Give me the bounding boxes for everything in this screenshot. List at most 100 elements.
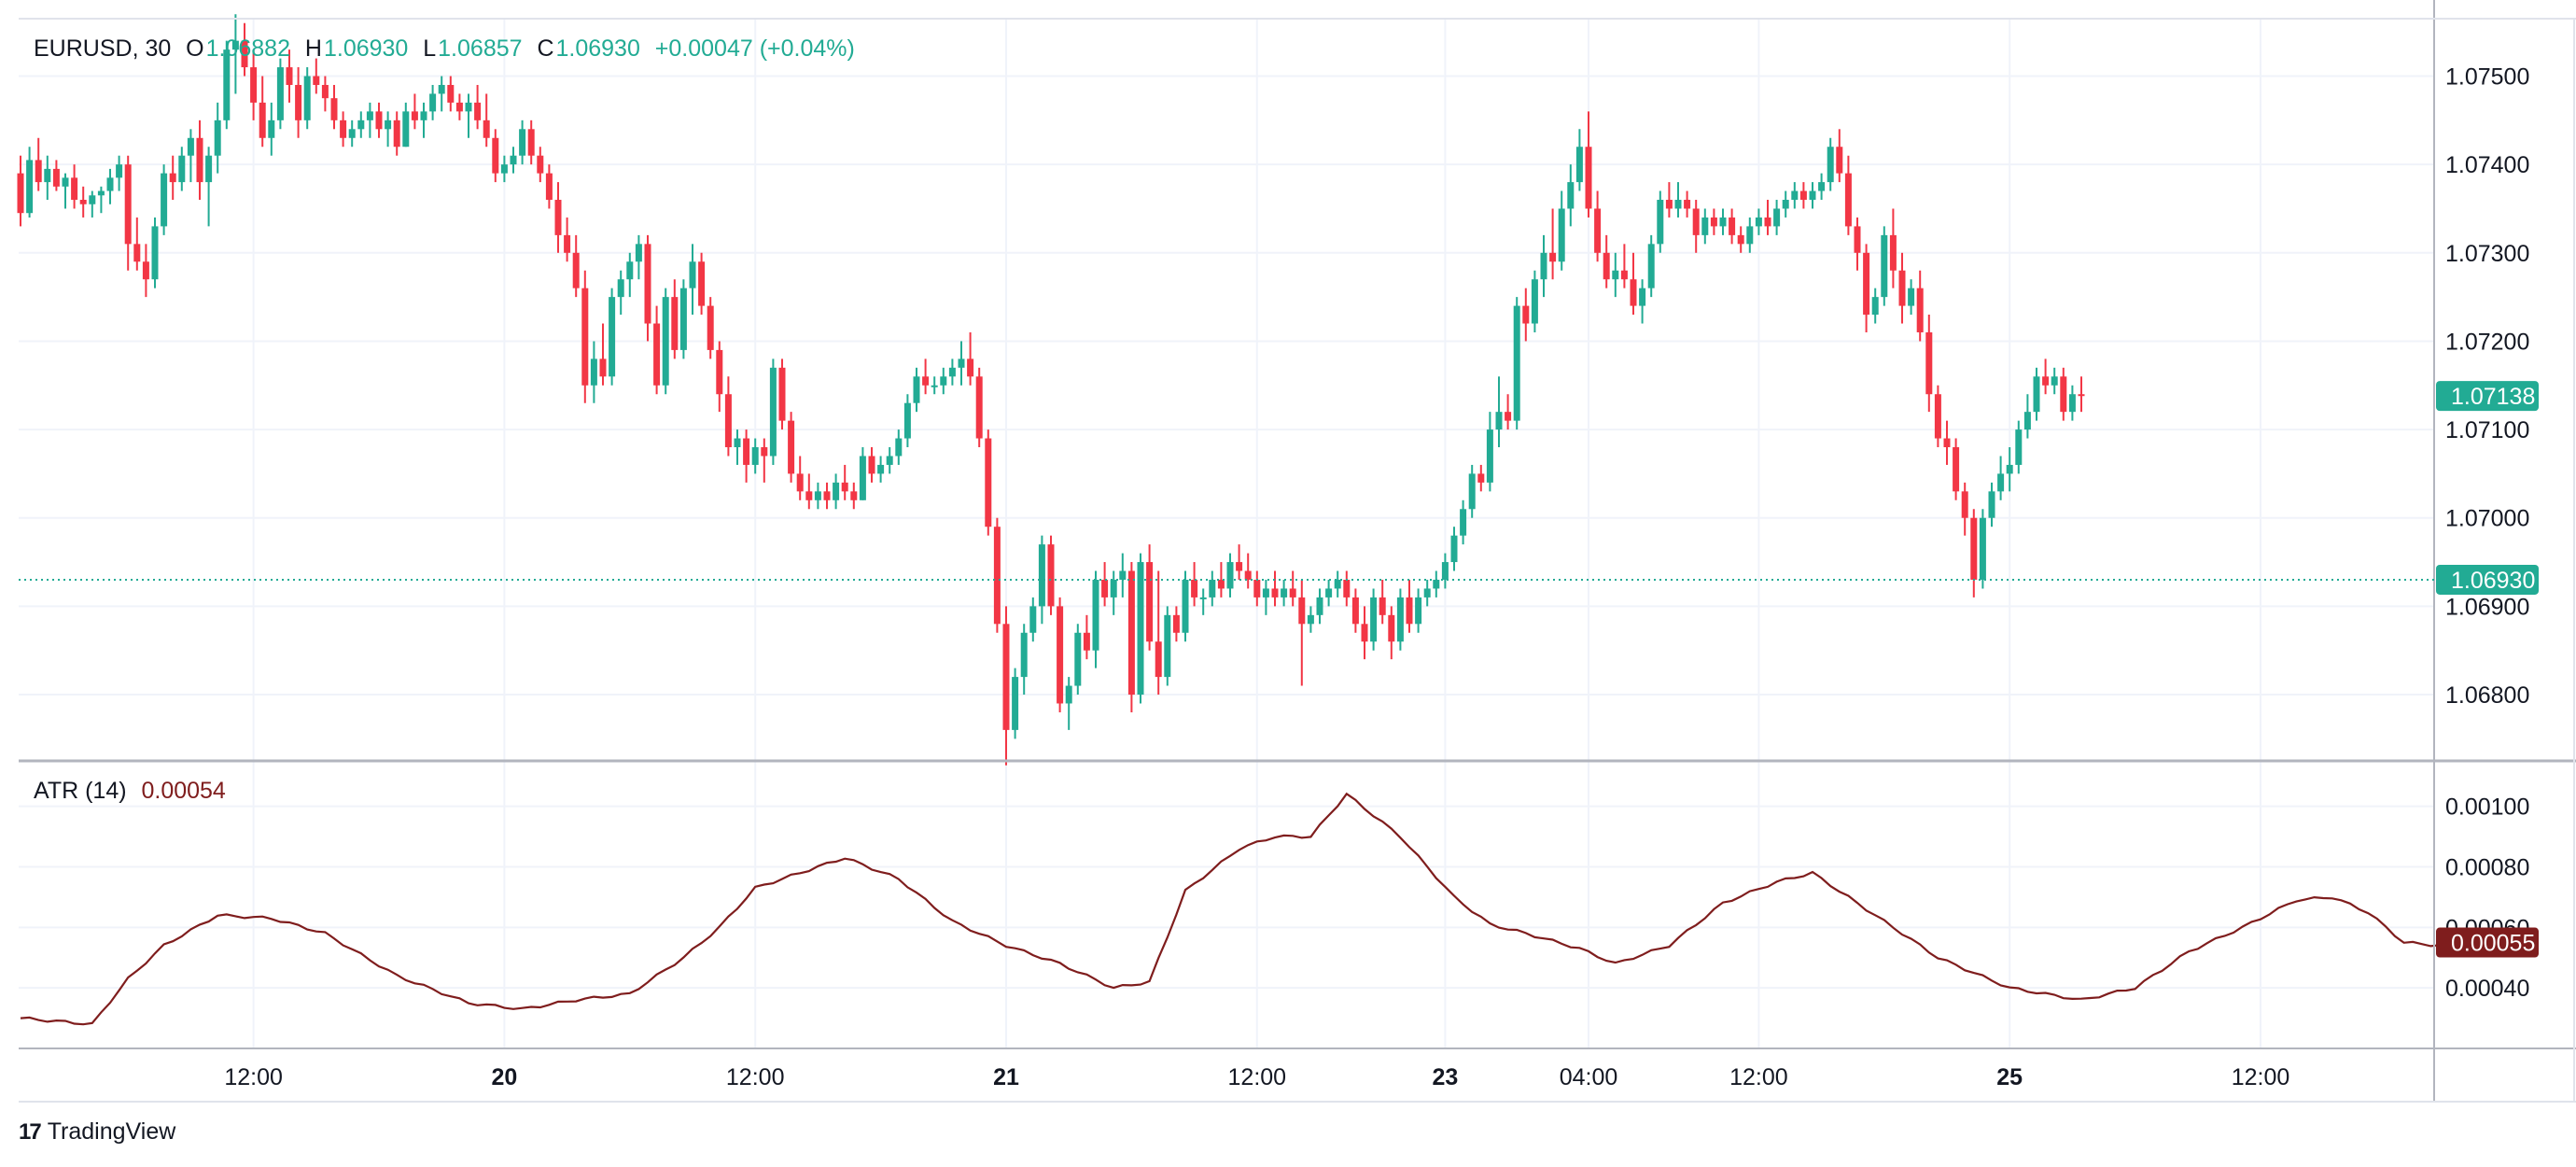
candlestick-series bbox=[17, 14, 2085, 766]
candle bbox=[1057, 597, 1064, 712]
candle-body bbox=[1979, 517, 1986, 580]
candle-body bbox=[330, 98, 338, 120]
candle-body bbox=[671, 297, 679, 350]
candle-body bbox=[1486, 429, 1493, 483]
candle-body bbox=[751, 447, 759, 465]
candle bbox=[1889, 208, 1897, 288]
candle-body bbox=[1522, 305, 1530, 324]
candle-body bbox=[393, 120, 400, 148]
candle-body bbox=[985, 438, 992, 527]
branding-name: TradingView bbox=[47, 1118, 176, 1145]
candle-body bbox=[993, 527, 1001, 625]
candle-body bbox=[958, 359, 965, 368]
candle-body bbox=[1791, 190, 1799, 201]
candle-body bbox=[590, 359, 597, 386]
candle-body bbox=[106, 177, 114, 191]
atr-line bbox=[20, 792, 2441, 1026]
close-value: 1.06930 bbox=[555, 35, 640, 62]
candle-body bbox=[1799, 190, 1807, 201]
candle bbox=[276, 58, 284, 130]
candle-body bbox=[420, 111, 427, 120]
candle-body bbox=[303, 76, 311, 120]
candle-body bbox=[527, 129, 535, 156]
candle bbox=[868, 447, 875, 483]
candle bbox=[913, 367, 920, 413]
candle-body bbox=[35, 160, 42, 183]
candle bbox=[1729, 208, 1736, 245]
candle bbox=[357, 111, 365, 138]
candle-body bbox=[2078, 394, 2085, 397]
candle-body bbox=[1558, 208, 1565, 262]
tradingview-branding[interactable]: 17 TradingView bbox=[19, 1118, 175, 1146]
candle bbox=[1137, 553, 1144, 704]
candle-body bbox=[1657, 200, 1664, 245]
atr-value: 0.00054 bbox=[141, 778, 226, 804]
candle bbox=[805, 473, 813, 510]
candle-body bbox=[231, 40, 239, 50]
candle bbox=[1155, 570, 1162, 696]
candle bbox=[895, 429, 903, 465]
candle-body bbox=[689, 261, 696, 288]
candle bbox=[2023, 394, 2031, 439]
candle bbox=[948, 359, 956, 386]
candle bbox=[554, 182, 562, 253]
candle bbox=[1415, 588, 1422, 633]
candle bbox=[1262, 579, 1269, 615]
candle bbox=[1423, 579, 1431, 607]
candle bbox=[1182, 570, 1189, 642]
price-tick-label: 1.07500 bbox=[2445, 64, 2529, 91]
candle-body bbox=[1710, 217, 1717, 227]
candle bbox=[133, 217, 141, 271]
candle-body bbox=[187, 137, 194, 156]
candle-body bbox=[1101, 579, 1109, 598]
candle bbox=[1674, 182, 1682, 218]
candle bbox=[1209, 570, 1216, 607]
candle-body bbox=[124, 164, 132, 245]
candle bbox=[348, 120, 356, 148]
candle-body bbox=[2033, 376, 2040, 413]
time-tick-label: 21 bbox=[993, 1064, 1019, 1090]
candle bbox=[1925, 315, 1933, 413]
candle-body bbox=[2006, 464, 2013, 474]
candle bbox=[1083, 614, 1090, 660]
candle-body bbox=[841, 482, 848, 492]
candle bbox=[2033, 367, 2040, 421]
price-tick-label: 1.06900 bbox=[2445, 594, 2529, 620]
candle bbox=[859, 447, 866, 500]
candle-body bbox=[1513, 305, 1520, 421]
candle-body bbox=[1137, 562, 1144, 696]
time-tick-label: 12:00 bbox=[2232, 1064, 2290, 1090]
candle-body bbox=[276, 67, 284, 120]
candle bbox=[1647, 234, 1655, 298]
candle-body bbox=[778, 367, 786, 421]
candle-body bbox=[1540, 252, 1547, 280]
candle-body bbox=[205, 155, 213, 183]
candle bbox=[1970, 509, 1978, 598]
candle bbox=[1460, 499, 1467, 545]
candle bbox=[1881, 226, 1888, 306]
atr-legend[interactable]: ATR (14) 0.00054 bbox=[34, 778, 228, 805]
price-axis[interactable]: 1.07500 1.07400 1.07300 1.07200 1.07100 1.070… bbox=[2445, 64, 2529, 1003]
candle bbox=[1396, 588, 1404, 651]
candle-body bbox=[644, 244, 651, 324]
candle-body bbox=[967, 359, 974, 377]
axes bbox=[19, 0, 2576, 1103]
time-axis[interactable]: 12:00 20 12:00 21 12:00 23 04:00 12:00 25 12:00 bbox=[224, 1064, 2289, 1090]
candle-body bbox=[321, 84, 329, 99]
symbol-legend[interactable]: EURUSD, 30 O1.06882 H1.06930 L1.06857 C1… bbox=[34, 35, 857, 63]
candle bbox=[590, 341, 597, 403]
candle-body bbox=[286, 67, 293, 85]
symbol-title: EURUSD, 30 bbox=[34, 35, 172, 62]
candle-body bbox=[1647, 244, 1655, 288]
candle bbox=[1351, 588, 1359, 633]
candle-body bbox=[769, 367, 777, 457]
candle bbox=[1334, 570, 1341, 598]
candle-body bbox=[1441, 562, 1449, 580]
candle-body bbox=[52, 168, 60, 187]
candle bbox=[1979, 509, 1986, 589]
candle bbox=[1164, 606, 1171, 686]
candle bbox=[303, 67, 311, 130]
candle bbox=[420, 102, 427, 138]
candle bbox=[1379, 579, 1386, 625]
